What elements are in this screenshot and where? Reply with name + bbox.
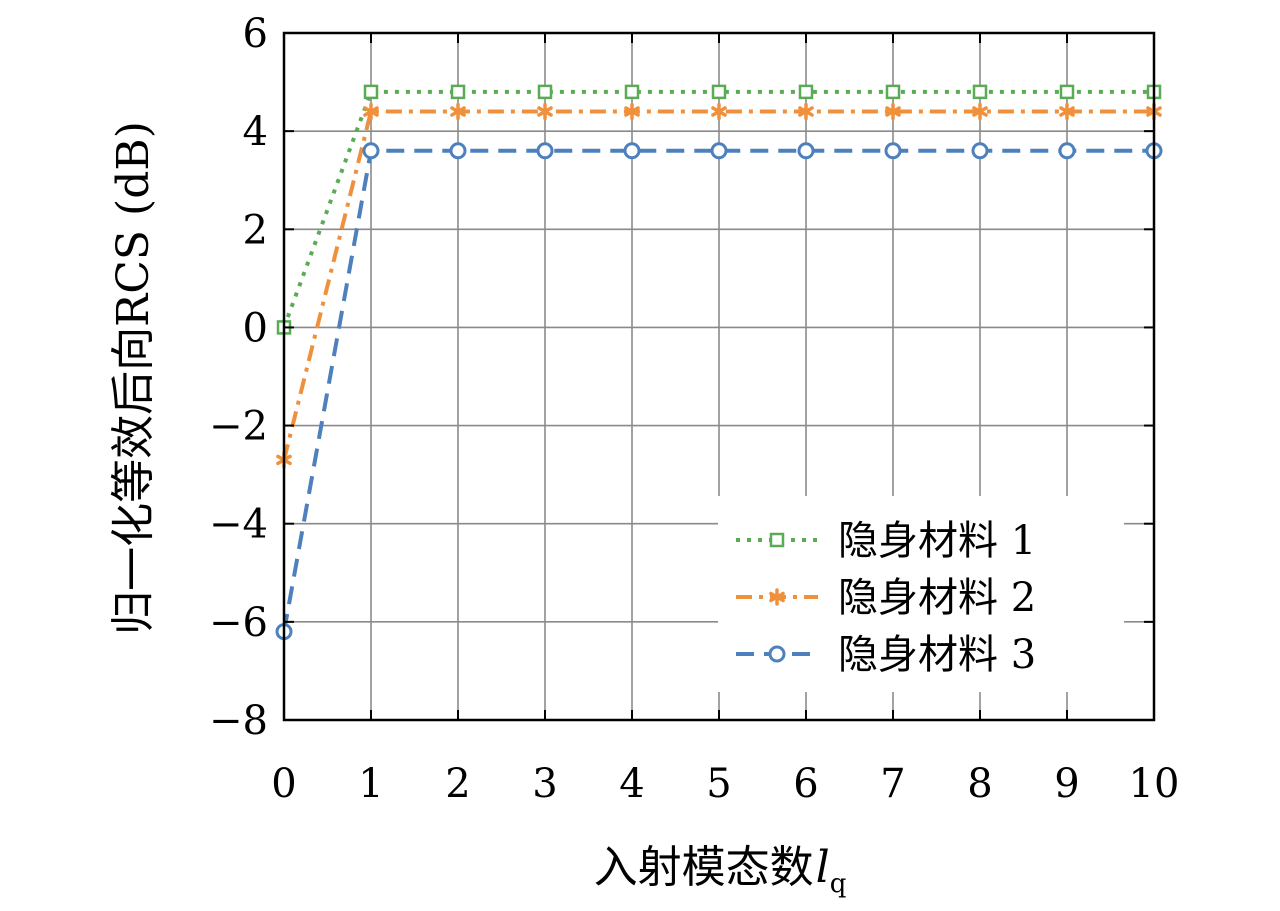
x-axis-title-variable: l [816,842,830,893]
legend-swatch-marker [769,588,785,606]
series-3-point [362,142,380,160]
legend-item-2: 隐身材料 2 [736,575,1036,621]
series-3-point [449,142,467,160]
series-3-point [710,142,728,160]
legend: 隐身材料 1 隐身材料 2 隐身材料 3 [718,496,1124,692]
series-1 [276,84,1162,335]
series-1-point [537,84,553,100]
series-2-point [798,102,814,121]
legend-item-1: 隐身材料 1 [736,518,1036,564]
legend-swatch-marker [769,532,785,548]
series-3-point [1058,142,1076,160]
series-3-line [282,148,1154,633]
y-axis-title: 归一化等效后向RCS (dB) [108,121,159,635]
series-1-point [1059,84,1075,100]
series-2-point [1059,102,1075,121]
series-2-point [885,102,901,121]
y-tick-label: 0 [243,305,268,351]
x-tick-label: 3 [532,761,557,807]
y-tick-label: −6 [209,600,268,646]
y-tick-label: −8 [209,698,268,744]
tick-labels: 0 1 2 3 4 5 6 7 8 9 10 −8 −6 −4 −2 0 2 4 6 [209,11,1179,807]
series-1-point [972,84,988,100]
series-2-point [624,102,640,121]
legend-box [718,496,1124,692]
x-tick-label: 5 [706,761,731,807]
series-1-point [624,84,640,100]
series-3-point [971,142,989,160]
series-1-point [885,84,901,100]
series-3-point [884,142,902,160]
x-axis-title-subscript: q [830,869,847,899]
series-2-point [537,102,553,121]
x-tick-label: 7 [880,761,905,807]
series-3-point [536,142,554,160]
y-tick-label: 4 [243,109,268,155]
x-tick-label: 6 [793,761,818,807]
series-2-point [972,102,988,121]
series-2-point [363,102,379,121]
series-2-line [282,109,1154,461]
x-tick-label: 2 [445,761,470,807]
x-tick-label: 8 [967,761,992,807]
y-tick-label: −4 [209,502,268,548]
series-1-line [282,89,1154,329]
legend-swatch-marker [768,645,786,663]
series-3-point [623,142,641,160]
y-tick-label: 6 [243,11,268,57]
series-3-point [797,142,815,160]
axis-ticks [283,32,1155,721]
series-1-point [711,84,727,100]
x-tick-label: 10 [1129,761,1180,807]
y-tick-label: −2 [209,404,268,450]
x-tick-label: 9 [1054,761,1079,807]
x-axis-title-text: 入射模态数 [594,842,814,893]
x-axis-title: 入射模态数lq [594,842,847,899]
x-tick-label: 0 [271,761,296,807]
legend-label: 隐身材料 2 [838,575,1036,621]
y-tick-label: 2 [243,207,268,253]
series-2-point [711,102,727,121]
legend-label: 隐身材料 3 [838,632,1036,678]
x-tick-label: 1 [358,761,383,807]
series-1-point [450,84,466,100]
series-1-point [798,84,814,100]
legend-item-3: 隐身材料 3 [736,632,1036,678]
series-1-point [363,84,379,100]
series-2-point [450,102,466,121]
x-tick-label: 4 [619,761,644,807]
legend-label: 隐身材料 1 [838,518,1036,564]
